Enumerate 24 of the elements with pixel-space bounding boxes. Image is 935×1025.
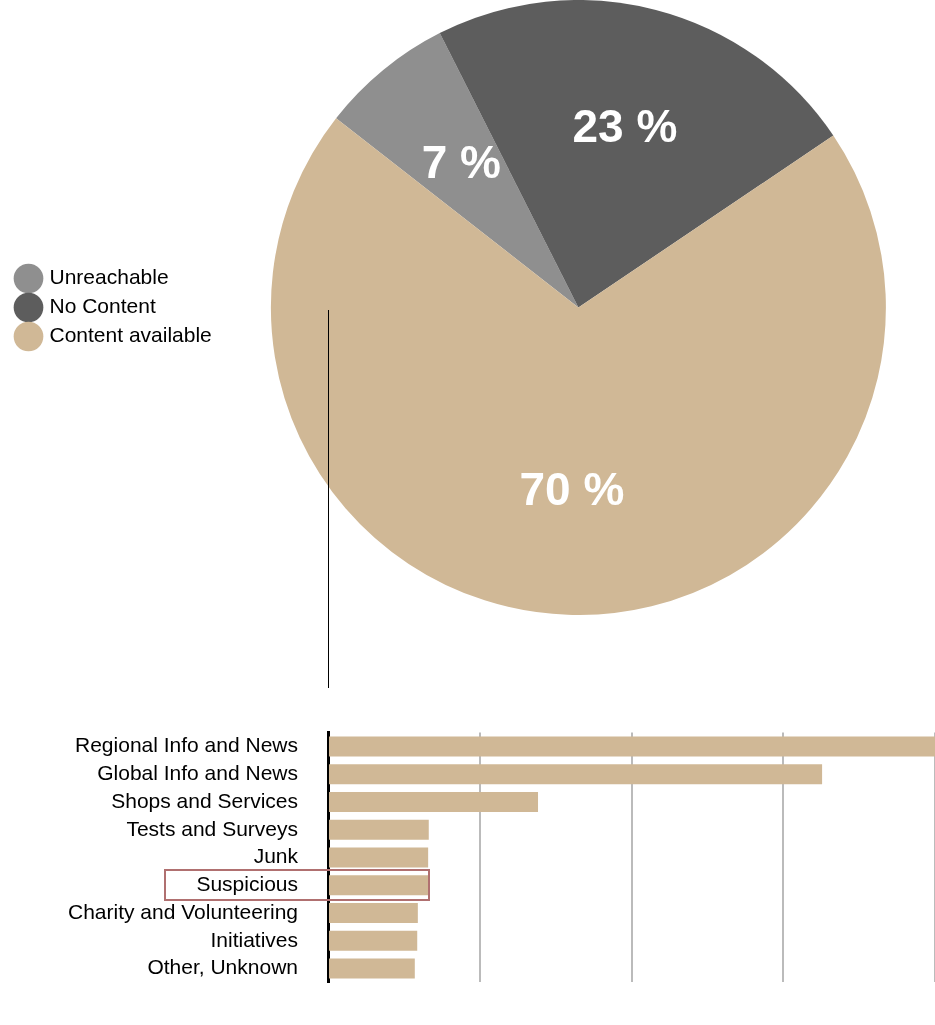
- y-tick-label: Regional Info and News: [75, 733, 298, 757]
- bar: [329, 792, 539, 812]
- data-label: 7 %: [421, 135, 501, 188]
- bar: [329, 958, 415, 979]
- bar: [329, 847, 429, 868]
- legend-label: Unreachable: [49, 265, 169, 289]
- bar: [329, 819, 429, 840]
- bar: [329, 764, 823, 785]
- bar: [329, 736, 935, 757]
- y-tick-label: Other, Unknown: [147, 955, 298, 979]
- legend-label: No Content: [49, 294, 156, 318]
- y-tick-label: Initiatives: [210, 927, 298, 951]
- data-label: 70 %: [519, 462, 625, 515]
- y-tick-label: Global Info and News: [97, 761, 298, 785]
- data-label: 23 %: [572, 99, 678, 152]
- legend-label: Content available: [49, 323, 212, 347]
- y-tick-label: Suspicious: [196, 872, 298, 896]
- y-tick-label: Shops and Services: [111, 788, 298, 812]
- y-tick-label: Charity and Volunteering: [68, 899, 298, 923]
- y-tick-label: Junk: [253, 844, 299, 868]
- y-tick-label: Tests and Surveys: [126, 816, 298, 840]
- bar: [329, 875, 429, 896]
- bar: [329, 930, 418, 951]
- bar: [329, 903, 418, 923]
